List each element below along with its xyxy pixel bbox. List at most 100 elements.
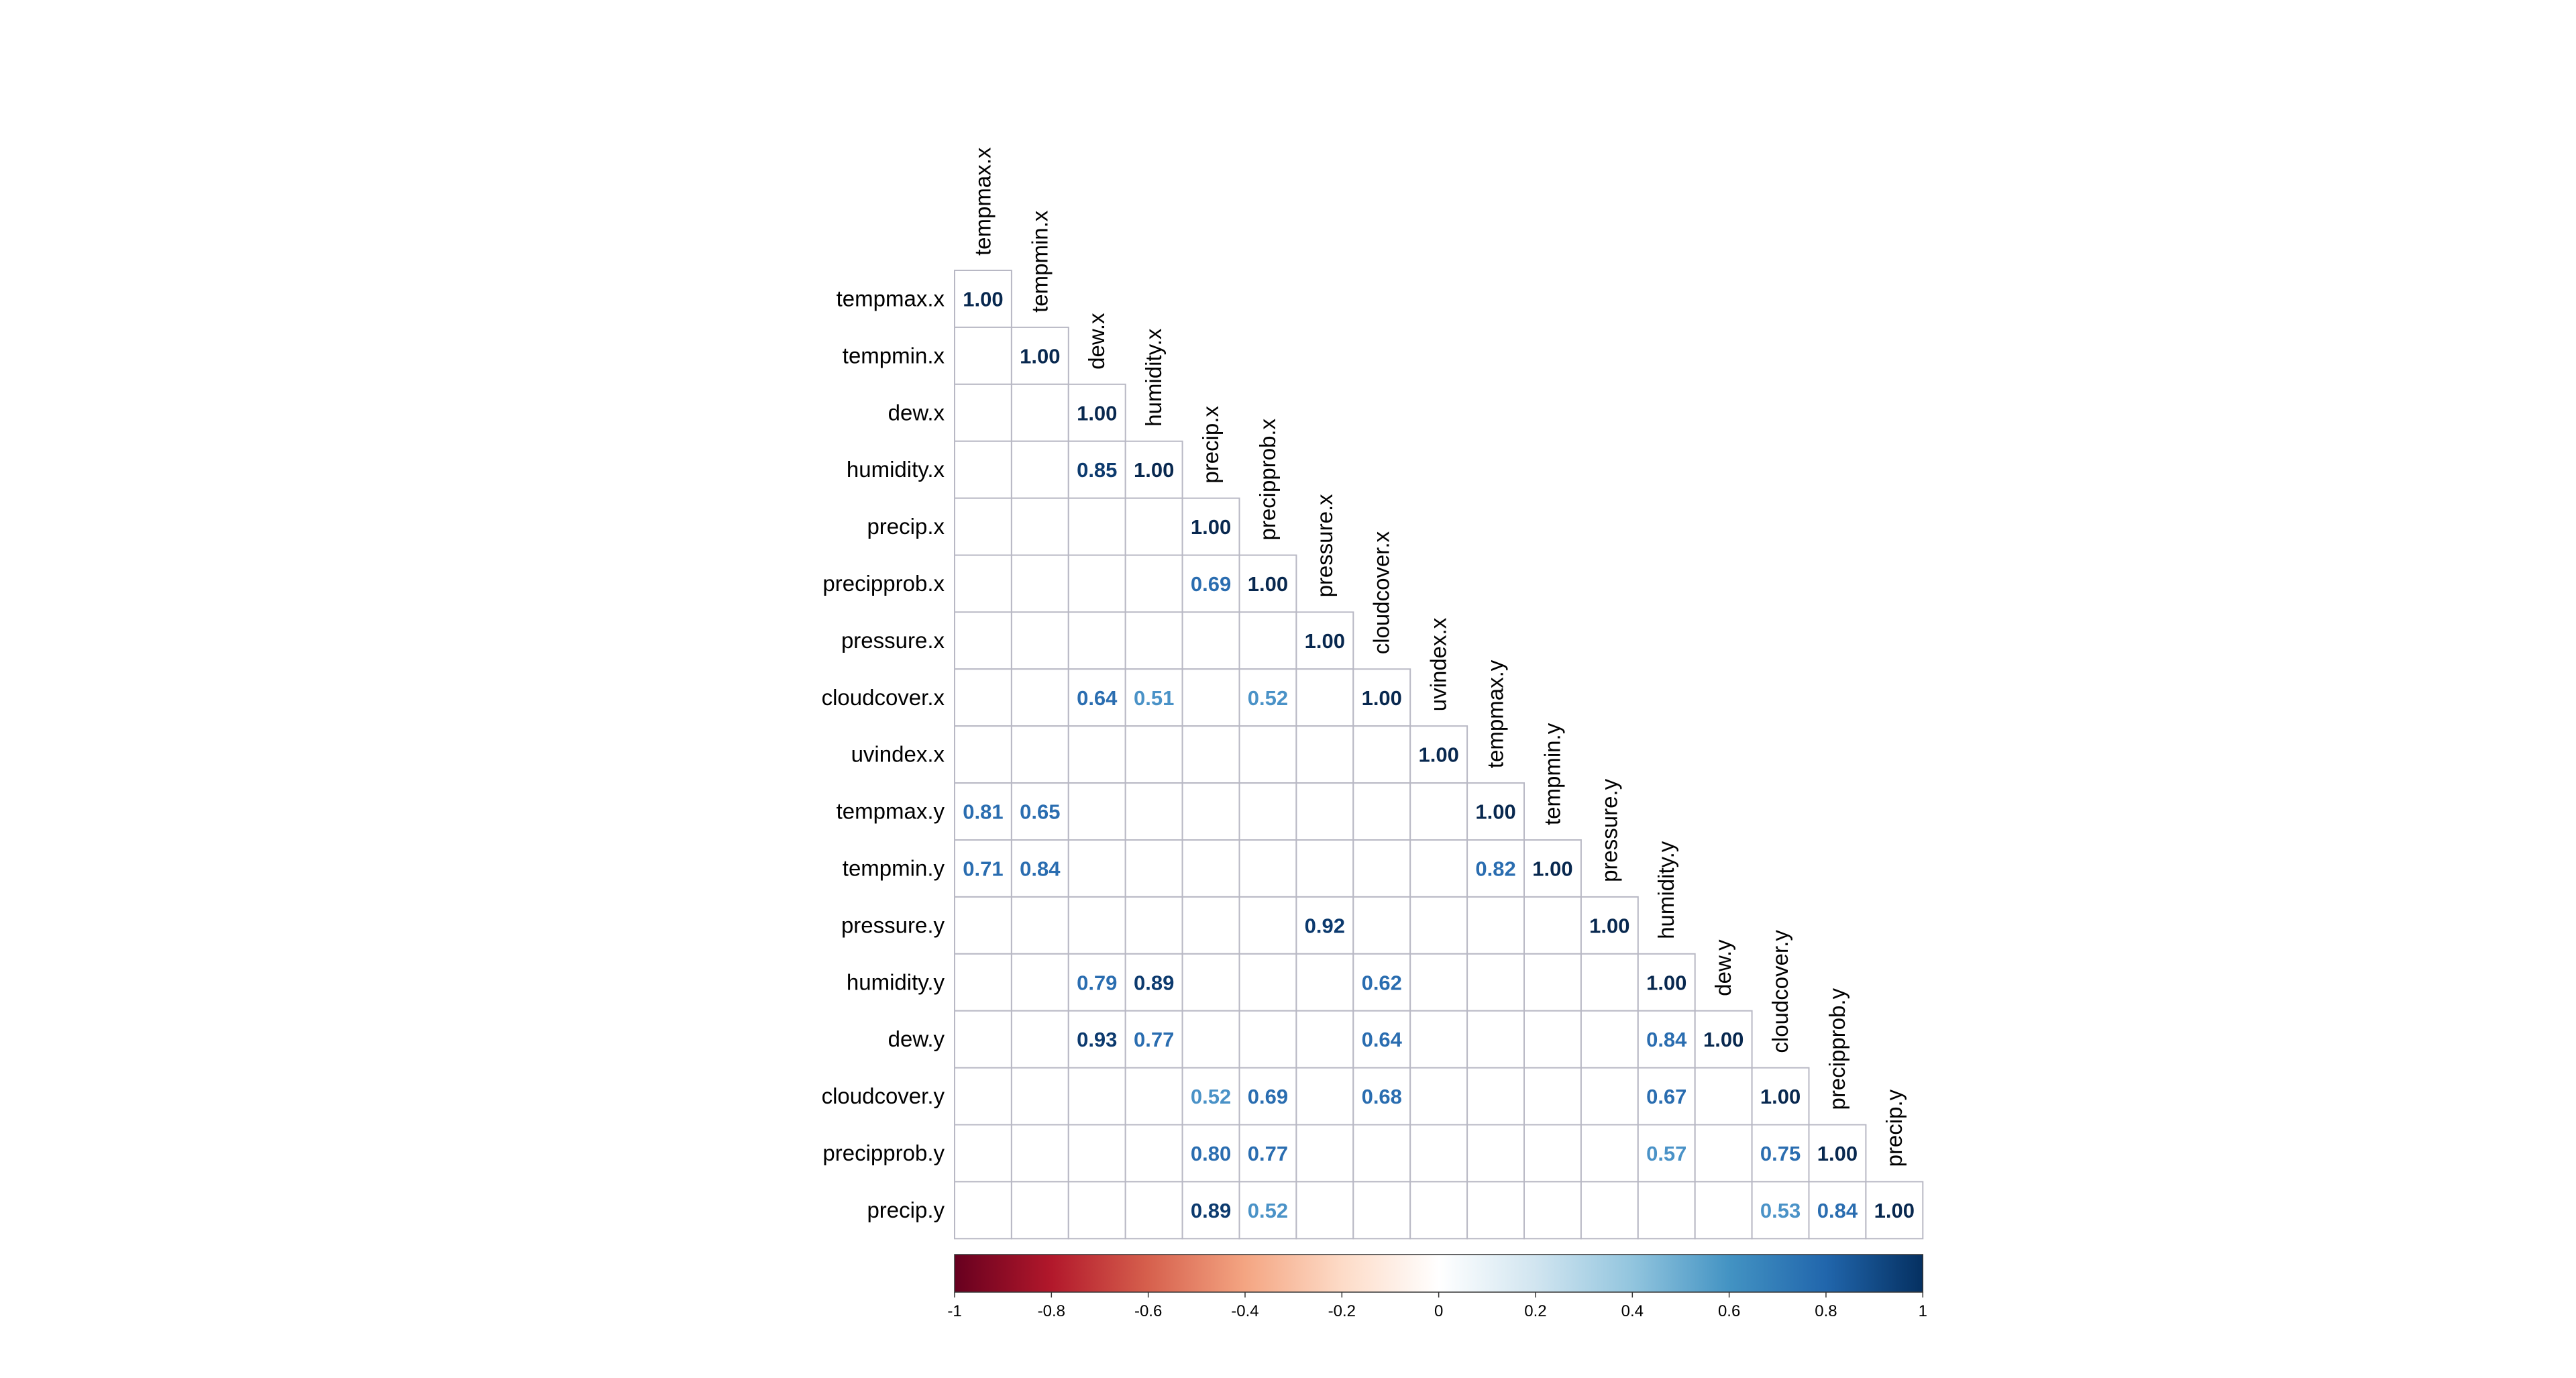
correlation-values: 1.00 1.00 1.00 0.85 1.00 1.00 0.69 1.00 1.00 0.64… [963, 287, 1915, 1222]
matrix-cell [1295, 611, 1354, 670]
matrix-cell [954, 554, 1012, 613]
row-label-pressure-y: pressure.y [841, 912, 945, 937]
cell-value-precipprob-y-precip-x: 0.80 [1191, 1142, 1231, 1165]
row-label-tempmax-y: tempmax.y [837, 799, 945, 824]
matrix-cell [1409, 953, 1468, 1012]
matrix-cell [1067, 668, 1126, 727]
matrix-cell [954, 383, 1012, 442]
cell-value-precipprob-y-precipprob-x: 0.77 [1248, 1142, 1288, 1165]
matrix-cell [1295, 839, 1354, 898]
matrix-cell [1067, 1181, 1126, 1240]
matrix-cell [954, 953, 1012, 1012]
cell-value-precip-y-cloudcover-y: 0.53 [1760, 1199, 1801, 1222]
matrix-cell [1124, 497, 1183, 556]
matrix-cell [954, 326, 1012, 385]
matrix-cell [1409, 1181, 1468, 1240]
matrix-cell [1124, 953, 1183, 1012]
colorbar-tick-label: 0.2 [1524, 1302, 1546, 1320]
cell-value-precip-y-precip-x: 0.89 [1191, 1199, 1231, 1222]
matrix-cell [1238, 554, 1297, 613]
matrix-cell [1466, 953, 1525, 1012]
matrix-cell [1067, 611, 1126, 670]
cell-value-cloudcover-y-precip-x: 0.52 [1191, 1085, 1231, 1108]
matrix-cell [1295, 668, 1354, 727]
cell-value-pressure-x-pressure-x: 1.00 [1305, 629, 1345, 653]
matrix-cell [1352, 1010, 1411, 1069]
matrix-cell [1637, 1181, 1696, 1240]
matrix-cell [1352, 896, 1411, 955]
matrix-cell [1580, 1124, 1639, 1183]
matrix-cell [1580, 953, 1639, 1012]
cell-value-dew-y-humidity-x: 0.77 [1134, 1028, 1174, 1051]
col-label-precip-x: precip.x [1198, 406, 1223, 484]
matrix-cell [1352, 668, 1411, 727]
matrix-cell [954, 497, 1012, 556]
col-label-cloudcover-y: cloudcover.y [1768, 930, 1792, 1053]
matrix-cell [1124, 839, 1183, 898]
matrix-cell [1352, 839, 1411, 898]
colorbar-tick-label: 1 [1919, 1302, 1927, 1320]
matrix-cell [1067, 497, 1126, 556]
row-label-precipprob-y: precipprob.y [822, 1141, 945, 1165]
colorbar-tick-label: 0.6 [1718, 1302, 1740, 1320]
row-label-pressure-x: pressure.x [841, 628, 945, 653]
cell-value-cloudcover-x-humidity-x: 0.51 [1134, 686, 1174, 710]
cell-value-humidity-y-dew-x: 0.79 [1077, 971, 1117, 994]
matrix-cell [1124, 1010, 1183, 1069]
matrix-cell [1124, 554, 1183, 613]
cell-value-tempmax-y-tempmin-x: 0.65 [1020, 800, 1060, 824]
col-label-tempmax-y: tempmax.y [1483, 659, 1508, 768]
matrix-cell [1523, 953, 1582, 1012]
matrix-cell [1181, 782, 1240, 841]
cell-value-dew-y-humidity-y: 0.84 [1646, 1028, 1687, 1051]
matrix-cell [1409, 839, 1468, 898]
cell-value-precipprob-x-precipprob-x: 1.00 [1248, 572, 1288, 596]
matrix-cell [1181, 953, 1240, 1012]
matrix-cell [1466, 1181, 1525, 1240]
matrix-cell [1181, 725, 1240, 784]
col-label-precipprob-x: precipprob.x [1255, 418, 1280, 540]
matrix-cell [1523, 896, 1582, 955]
matrix-cell [1010, 953, 1069, 1012]
matrix-cell [1580, 1010, 1639, 1069]
matrix-cell [1124, 1124, 1183, 1183]
col-label-pressure-x: pressure.x [1312, 494, 1337, 598]
col-label-dew-y: dew.y [1711, 939, 1735, 996]
row-label-uvindex-x: uvindex.x [851, 742, 945, 767]
cell-value-dew-x-dew-x: 1.00 [1077, 401, 1117, 425]
matrix-cell [1010, 497, 1069, 556]
col-label-humidity-x: humidity.x [1141, 328, 1166, 427]
cell-value-dew-y-dew-x: 0.93 [1077, 1028, 1117, 1051]
cell-value-cloudcover-x-dew-x: 0.64 [1077, 686, 1118, 710]
cell-value-tempmin-y-tempmax-x: 0.71 [963, 857, 1003, 880]
col-label-pressure-y: pressure.y [1597, 778, 1621, 882]
matrix-cell [1694, 1010, 1753, 1069]
color-legend: -1 -0.8 -0.6 -0.4 -0.2 0 0.2 0.4 0.6 0.8 1 [947, 1254, 1927, 1320]
matrix-cell [1352, 1181, 1411, 1240]
matrix-cell [1523, 1067, 1582, 1126]
col-label-uvindex-x: uvindex.x [1426, 617, 1451, 711]
matrix-cell [1124, 782, 1183, 841]
col-label-cloudcover-x: cloudcover.x [1369, 531, 1394, 654]
matrix-cell [1523, 1010, 1582, 1069]
matrix-cell [1067, 953, 1126, 1012]
colorbar-tick-label: -0.8 [1038, 1302, 1065, 1320]
cell-value-precipprob-y-humidity-y: 0.57 [1646, 1142, 1686, 1165]
matrix-cell [1181, 1010, 1240, 1069]
cell-value-tempmin-y-tempmin-y: 1.00 [1532, 857, 1572, 880]
cell-value-humidity-y-cloudcover-x: 0.62 [1362, 971, 1402, 994]
matrix-cell [954, 668, 1012, 727]
row-label-precip-x: precip.x [867, 514, 945, 539]
cell-value-cloudcover-y-cloudcover-y: 1.00 [1760, 1085, 1801, 1108]
matrix-cell [1523, 1124, 1582, 1183]
matrix-cell [1352, 782, 1411, 841]
matrix-cell [1181, 611, 1240, 670]
matrix-cell [1295, 953, 1354, 1012]
matrix-cell [1466, 782, 1525, 841]
matrix-cell [1409, 1124, 1468, 1183]
row-label-cloudcover-y: cloudcover.y [822, 1083, 945, 1108]
matrix-cell [954, 782, 1012, 841]
matrix-cell [1124, 1067, 1183, 1126]
matrix-cell [1295, 1181, 1354, 1240]
cell-value-cloudcover-y-humidity-y: 0.67 [1646, 1085, 1686, 1108]
